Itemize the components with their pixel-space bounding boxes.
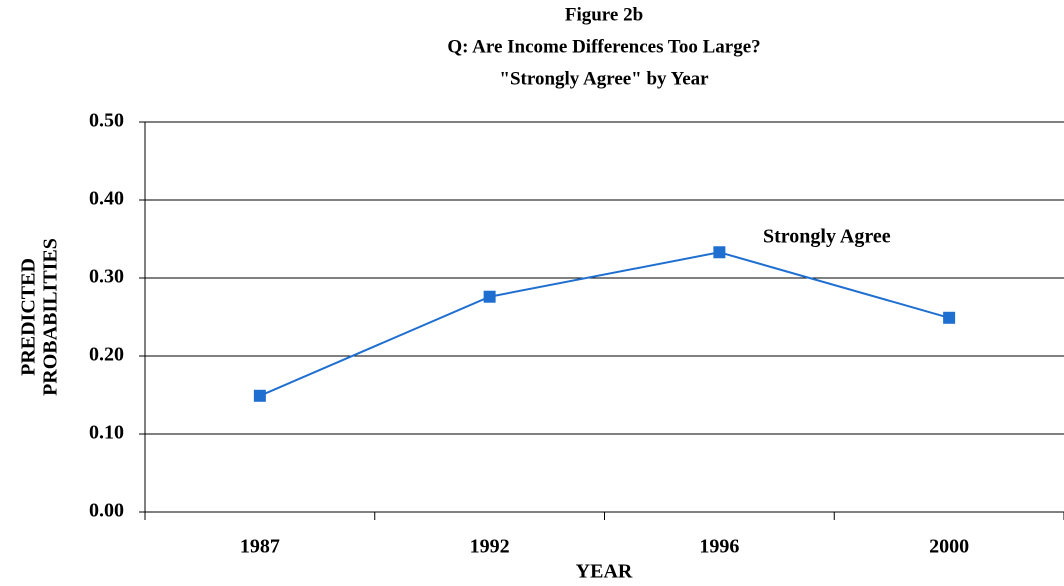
y-tick-label: 0.50 xyxy=(89,110,124,132)
x-tick-label: 2000 xyxy=(929,536,969,558)
y-axis-label: PROBABILITIES xyxy=(40,238,62,396)
chart-title: "Strongly Agree" by Year xyxy=(499,68,709,89)
x-axis-label: YEAR xyxy=(576,561,633,583)
series-label: Strongly Agree xyxy=(763,226,891,248)
chart-title: Q: Are Income Differences Too Large? xyxy=(447,36,760,57)
y-tick-label: 0.40 xyxy=(89,188,124,210)
chart-title: Figure 2b xyxy=(565,4,643,25)
x-tick-label: 1987 xyxy=(240,536,280,558)
marker xyxy=(943,311,956,324)
y-tick-label: 0.10 xyxy=(89,422,124,444)
y-axis-label: PREDICTED xyxy=(18,258,40,376)
x-tick-label: 1996 xyxy=(699,536,739,558)
marker xyxy=(483,290,496,303)
marker xyxy=(713,246,726,259)
marker xyxy=(253,389,266,402)
y-tick-label: 0.00 xyxy=(89,500,124,522)
series-line xyxy=(259,251,950,397)
y-tick-label: 0.30 xyxy=(89,266,124,288)
y-tick-label: 0.20 xyxy=(89,344,124,366)
x-tick-label: 1992 xyxy=(470,536,510,558)
